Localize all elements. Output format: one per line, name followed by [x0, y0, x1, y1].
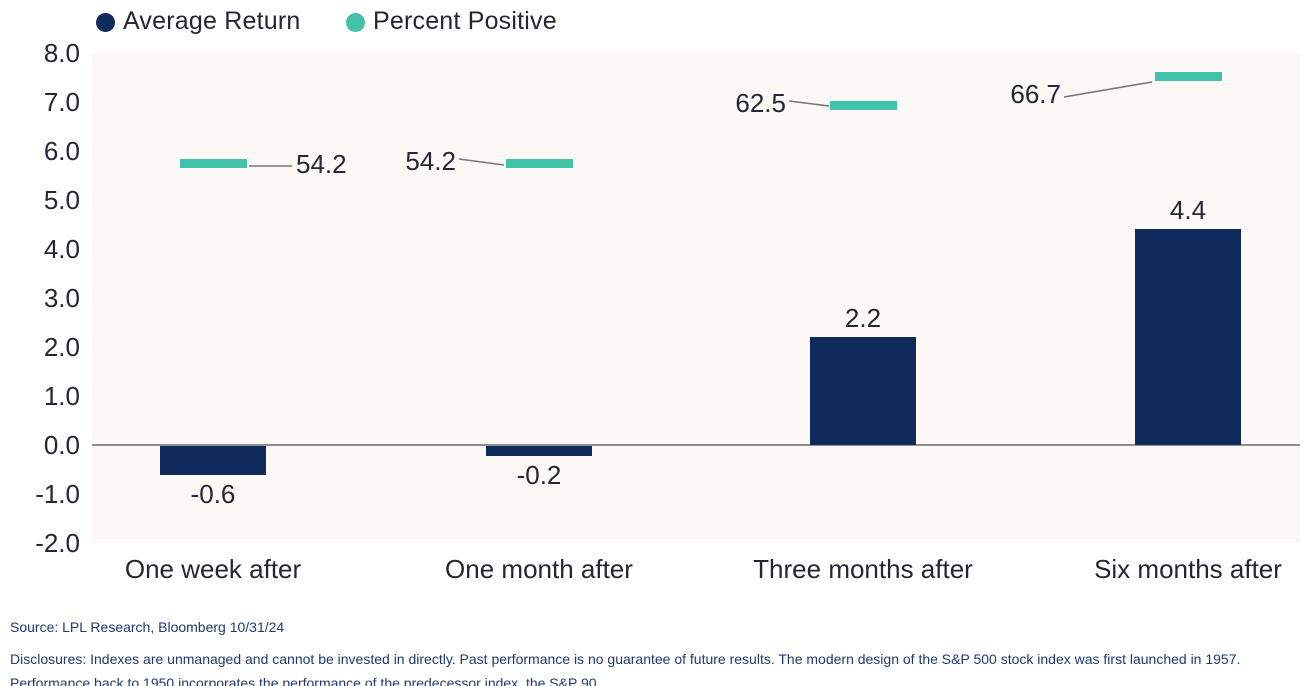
pct-positive-marker — [1154, 71, 1222, 81]
chart-legend: Average Return Percent Positive — [0, 0, 1306, 46]
x-category-label: Three months after — [753, 554, 973, 584]
y-tick-label: 8.0 — [43, 38, 80, 68]
y-tick-label: 3.0 — [43, 283, 80, 313]
footer: Source: LPL Research, Bloomberg 10/31/24… — [10, 618, 1298, 686]
marker-value-label: 66.7 — [1010, 79, 1061, 109]
marker-value-label: 54.2 — [296, 149, 347, 179]
pct-positive-marker — [829, 101, 897, 110]
disclosures-note: Disclosures: Indexes are unmanaged and c… — [10, 651, 1241, 686]
bar-value-label: -0.2 — [516, 459, 562, 490]
bar-value-label: -0.6 — [190, 479, 236, 510]
pct-positive-marker — [505, 159, 573, 169]
avg-return-legend-dot — [96, 13, 115, 32]
y-tick-label: 4.0 — [43, 234, 80, 264]
x-category-label: Six months after — [1094, 554, 1282, 584]
y-tick-label: 6.0 — [43, 136, 80, 166]
avg-return-bar — [1135, 229, 1241, 445]
y-tick-label: -2.0 — [35, 528, 80, 558]
avg-return-bar — [810, 337, 916, 445]
y-tick-label: 0.0 — [43, 430, 80, 460]
legend-label: Average Return — [123, 7, 301, 35]
marker-value-label: 54.2 — [405, 146, 456, 176]
pct-positive-marker — [179, 159, 247, 169]
pct-positive-legend-dot — [346, 13, 365, 32]
avg-return-bar — [486, 446, 592, 456]
y-tick-label: 2.0 — [43, 332, 80, 362]
y-tick-label: 1.0 — [43, 381, 80, 411]
y-tick-label: -1.0 — [35, 479, 80, 509]
x-category-label: One month after — [445, 554, 633, 584]
bar-value-label: 4.4 — [1169, 195, 1207, 226]
x-category-label: One week after — [124, 554, 302, 584]
y-tick-label: 5.0 — [43, 185, 80, 215]
legend-label: Percent Positive — [373, 7, 557, 35]
plot-area — [92, 53, 1300, 543]
y-tick-label: 7.0 — [43, 87, 80, 117]
marker-value-label: 62.5 — [735, 88, 786, 118]
avg-return-bar — [160, 446, 266, 476]
zero-line — [92, 444, 1300, 446]
source-note: Source: LPL Research, Bloomberg 10/31/24 — [10, 619, 285, 635]
bar-value-label: 2.2 — [844, 303, 882, 334]
